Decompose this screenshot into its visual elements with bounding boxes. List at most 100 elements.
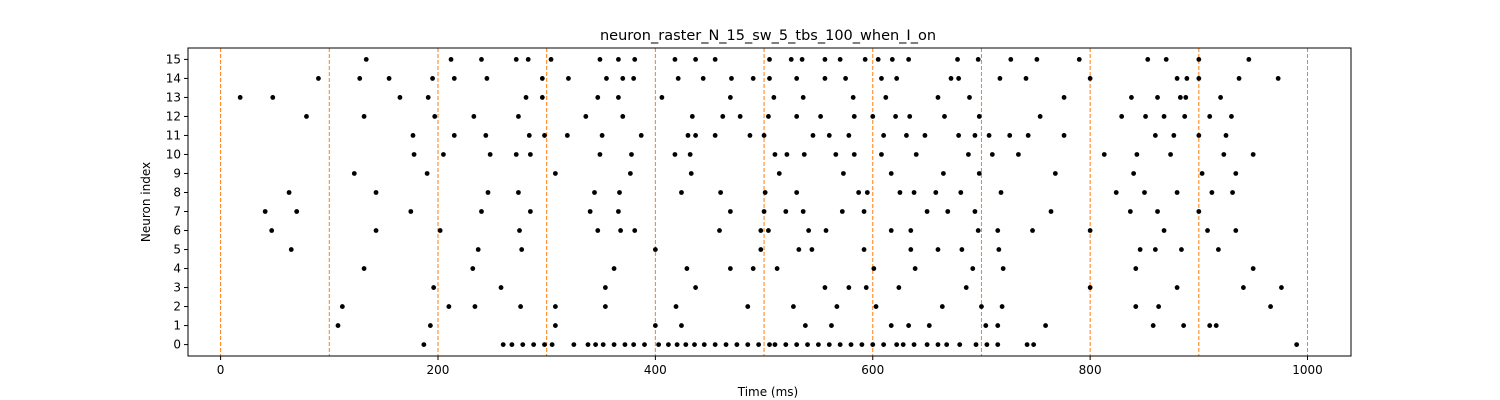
spike-point xyxy=(972,209,978,214)
spike-point xyxy=(783,342,789,347)
spike-point xyxy=(881,342,887,347)
spike-point xyxy=(975,57,981,62)
y-axis-label: Neuron index xyxy=(139,162,153,242)
spike-point xyxy=(870,342,876,347)
spike-point xyxy=(1250,266,1256,271)
y-tick-label: 9 xyxy=(173,166,181,180)
spike-point xyxy=(1052,171,1058,176)
spike-point xyxy=(805,342,810,347)
spike-point xyxy=(549,342,555,347)
spike-point xyxy=(948,76,954,81)
spike-point xyxy=(908,228,914,233)
spike-point xyxy=(1133,304,1139,309)
spike-point xyxy=(906,57,912,62)
spike-point xyxy=(500,342,506,347)
spike-point xyxy=(571,342,577,347)
spike-point xyxy=(784,152,790,157)
chart-title: neuron_raster_N_15_sw_5_tbs_100_when_I_o… xyxy=(600,28,936,44)
y-tick-label: 1 xyxy=(173,319,181,333)
spike-point xyxy=(531,342,537,347)
spike-point xyxy=(737,114,743,119)
spike-point xyxy=(1199,171,1205,176)
spike-point xyxy=(955,57,960,62)
spike-point xyxy=(552,171,558,176)
spike-point xyxy=(1131,171,1137,176)
spike-point xyxy=(995,342,1001,347)
y-tick-label: 0 xyxy=(173,338,181,352)
spike-point xyxy=(1196,133,1202,138)
spike-point xyxy=(595,95,601,100)
spike-point xyxy=(783,209,789,214)
spike-point xyxy=(906,323,912,328)
spike-point xyxy=(485,190,491,195)
y-tick-label: 13 xyxy=(166,90,181,104)
spike-point xyxy=(675,76,681,81)
spike-point xyxy=(904,133,909,138)
spike-point xyxy=(617,190,622,195)
spike-point xyxy=(833,152,839,157)
spike-point xyxy=(602,285,608,290)
spike-point xyxy=(957,342,963,347)
spike-point xyxy=(829,323,834,328)
spike-point xyxy=(1174,285,1180,290)
spike-point xyxy=(841,171,846,176)
spike-point xyxy=(527,209,533,214)
spike-point xyxy=(999,304,1005,309)
spike-point xyxy=(774,266,780,271)
spike-point xyxy=(756,342,762,347)
spike-point xyxy=(1174,76,1180,81)
spike-point xyxy=(652,247,658,252)
spike-point xyxy=(1246,57,1252,62)
spike-point xyxy=(611,266,617,271)
spike-point xyxy=(1043,323,1048,328)
spike-point xyxy=(679,190,684,195)
spike-point xyxy=(861,209,867,214)
spike-point xyxy=(1143,114,1148,119)
spike-point xyxy=(516,190,521,195)
spike-point xyxy=(956,133,962,138)
x-axis-label: Time (ms) xyxy=(737,385,799,399)
spike-point xyxy=(1000,266,1006,271)
spike-point xyxy=(776,171,782,176)
spike-point xyxy=(673,304,679,309)
spike-point xyxy=(1213,323,1219,328)
x-tick-label: 800 xyxy=(1079,363,1102,377)
spike-point xyxy=(767,342,772,347)
spike-point xyxy=(1087,285,1093,290)
spike-point xyxy=(822,285,828,290)
vline-layer xyxy=(220,48,1309,356)
spike-point xyxy=(862,57,868,62)
spike-point xyxy=(1155,209,1160,214)
y-tick-label: 14 xyxy=(166,71,181,85)
spike-point xyxy=(527,152,533,157)
spike-point xyxy=(286,190,292,195)
spike-point xyxy=(1236,76,1242,81)
spike-point xyxy=(1182,114,1188,119)
spike-point xyxy=(1150,323,1156,328)
spike-point xyxy=(941,171,946,176)
spike-point xyxy=(410,133,416,138)
spike-point xyxy=(1233,228,1239,233)
spike-point xyxy=(747,133,753,138)
spike-point xyxy=(652,323,658,328)
x-tick-label: 600 xyxy=(861,363,884,377)
spike-point xyxy=(995,228,1001,233)
spike-point xyxy=(758,247,764,252)
spike-point xyxy=(1171,133,1177,138)
spike-point xyxy=(958,190,964,195)
spike-point xyxy=(826,133,832,138)
spike-point xyxy=(1196,209,1202,214)
spike-point xyxy=(692,342,697,347)
spike-point xyxy=(1161,114,1167,119)
spike-point xyxy=(750,76,756,81)
spike-point xyxy=(431,285,437,290)
spike-point xyxy=(693,133,698,138)
spike-point xyxy=(970,266,976,271)
spike-point xyxy=(475,247,481,252)
spike-point xyxy=(967,95,972,100)
y-tick-label: 2 xyxy=(173,300,181,314)
spike-point xyxy=(796,247,802,252)
spike-point xyxy=(1061,95,1067,100)
spike-point xyxy=(1161,228,1167,233)
spike-point xyxy=(600,342,606,347)
